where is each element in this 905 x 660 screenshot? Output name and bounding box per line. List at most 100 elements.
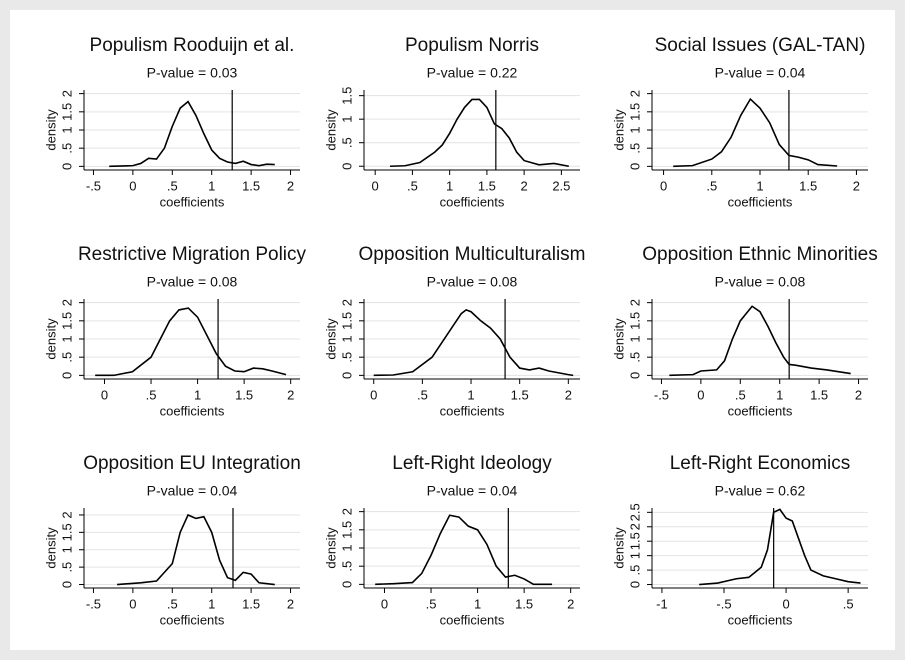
panel-title: Populism Norris [405,35,539,56]
y-tick-label: 1.5 [59,523,74,541]
panel-title: Social Issues (GAL-TAN) [655,35,866,56]
y-tick-label: 2 [627,523,642,530]
y-tick-label: 2 [59,90,74,97]
x-tick-label: 2 [521,178,528,193]
x-tick-label: 0 [381,596,388,611]
x-tick-label: .5 [407,178,418,193]
y-tick-label: 0 [339,372,354,379]
x-tick-label: .5 [167,178,178,193]
x-tick-label: .5 [706,178,717,193]
x-axis-label: coefficients [440,194,505,209]
y-tick-label: .5 [339,137,354,148]
y-tick-label: 0 [627,581,642,588]
inner-background [10,10,895,650]
x-tick-label: 2 [855,387,862,402]
y-tick-label: 0 [627,372,642,379]
x-tick-label: -.5 [654,387,669,402]
x-tick-label: 0 [101,387,108,402]
y-tick-label: 0 [339,163,354,170]
y-tick-label: 0 [59,372,74,379]
y-tick-label: .5 [59,352,74,363]
density-line [673,97,838,168]
x-axis-label: coefficients [440,612,505,627]
x-axis-label: coefficients [160,194,225,209]
x-tick-label: 0 [782,596,789,611]
x-tick-label: 1.5 [242,178,260,193]
y-tick-label: 1 [627,126,642,133]
y-tick-label: 1.5 [59,312,74,330]
x-tick-label: -.5 [716,596,731,611]
y-tick-label: .5 [627,352,642,363]
x-axis-label: coefficients [160,612,225,627]
panel-title: Left-Right Ideology [392,453,552,474]
y-tick-label: 1.5 [339,521,354,539]
panel-title: Opposition Multiculturalism [358,244,585,265]
density-line [373,309,574,377]
y-tick-label: 1.5 [627,103,642,121]
x-axis-label: coefficients [440,403,505,418]
x-tick-label: -.5 [86,596,101,611]
x-tick-label: 1 [776,387,783,402]
panel-subtitle: P-value = 0.04 [427,483,518,499]
y-tick-label: 2 [339,508,354,515]
x-tick-label: 2.5 [552,178,570,193]
x-tick-label: 1.5 [511,387,529,402]
y-tick-label: 0 [627,163,642,170]
panel-title: Opposition Ethnic Minorities [642,244,878,265]
x-tick-label: 0 [129,596,136,611]
x-tick-label: 1 [446,178,453,193]
y-tick-label: .5 [59,562,74,573]
x-axis-label: coefficients [728,403,793,418]
panel-subtitle: P-value = 0.08 [715,274,806,290]
panel-title: Populism Rooduijn et al. [90,35,295,56]
y-tick-label: .5 [627,565,642,576]
y-axis-label: density [611,109,626,151]
y-tick-label: 2 [339,299,354,306]
panel-subtitle: P-value = 0.04 [715,65,806,81]
x-tick-label: 1 [474,596,481,611]
x-tick-label: 2 [565,387,572,402]
y-axis-label: density [323,527,338,569]
panel-subtitle: P-value = 0.04 [147,483,238,499]
x-tick-label: 1 [208,178,215,193]
x-tick-label: 2 [853,178,860,193]
y-tick-label: 0 [59,581,74,588]
density-line [699,508,861,586]
density-line [117,513,275,586]
y-tick-label: 1.5 [627,532,642,550]
y-tick-label: 2.5 [627,503,642,521]
y-tick-label: 1 [339,335,354,342]
x-tick-label: 1 [208,596,215,611]
panel-title: Restrictive Migration Policy [78,244,307,265]
density-line [95,307,287,377]
y-axis-label: density [43,109,58,151]
x-axis-label: coefficients [728,612,793,627]
y-tick-label: .5 [627,143,642,154]
y-tick-label: 0 [339,581,354,588]
x-tick-label: .5 [843,596,854,611]
x-tick-label: 2 [567,596,574,611]
panel-title: Left-Right Economics [670,453,851,474]
x-tick-label: 1 [467,387,474,402]
panel-title: Opposition EU Integration [83,453,301,474]
y-tick-label: 1 [627,552,642,559]
y-tick-label: 1 [59,546,74,553]
x-tick-label: 0 [660,178,667,193]
x-tick-label: .5 [426,596,437,611]
y-tick-label: .5 [339,561,354,572]
panel-subtitle: P-value = 0.08 [427,274,518,290]
y-tick-label: 1 [339,116,354,123]
panel-subtitle: P-value = 0.22 [427,65,518,81]
y-tick-label: .5 [339,352,354,363]
y-tick-label: 1 [339,544,354,551]
x-tick-label: -1 [656,596,668,611]
x-tick-label: 1 [194,387,201,402]
y-tick-label: 2 [627,299,642,306]
x-tick-label: .5 [417,387,428,402]
y-tick-label: 0 [59,163,74,170]
y-tick-label: 1 [59,335,74,342]
x-tick-label: 0 [372,178,379,193]
density-line [669,305,851,377]
y-tick-label: 1.5 [339,312,354,330]
x-axis-label: coefficients [728,194,793,209]
